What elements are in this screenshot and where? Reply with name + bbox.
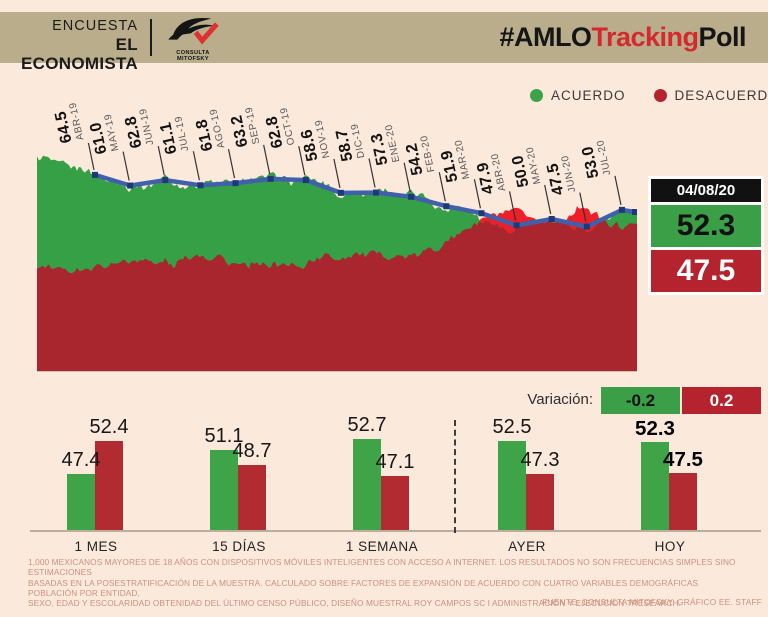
value-desacuerdo-HOY: 47.5 [663, 447, 703, 471]
label-connector [263, 144, 271, 174]
category-label-HOY: HOY [654, 539, 686, 554]
value-desacuerdo-1 MES: 52.4 [89, 416, 129, 439]
legend-item-acuerdo: ACUERDO [530, 88, 626, 103]
value-acuerdo-15 DÍAS: 51.1 [204, 424, 244, 447]
tracking-area-chart [37, 140, 638, 371]
line-marker [197, 182, 204, 189]
mitofsky-bird-icon [163, 17, 223, 51]
line-marker [443, 203, 450, 210]
variation-label: Variación: [527, 391, 593, 408]
legend-item-desacuerdo: DESACUERDO [653, 88, 768, 103]
line-marker [162, 177, 169, 184]
label-connector [157, 145, 165, 176]
label-connector [227, 149, 236, 179]
header-band: ENCUESTA EL ECONOMISTA CONSULTA MITOFSKY… [0, 12, 768, 73]
value-acuerdo-1 SEMANA: 52.7 [347, 414, 387, 437]
variation-desacuerdo: 0.2 [682, 387, 761, 414]
bar-desacuerdo-15 DÍAS [238, 465, 266, 531]
line-marker [408, 193, 415, 200]
desacuerdo-dot-icon [653, 89, 667, 102]
bar-acuerdo-AYER [498, 440, 526, 531]
category-label-15 DÍAS: 15 DÍAS [212, 539, 266, 554]
el-economista-brand: ENCUESTA EL ECONOMISTA [14, 18, 138, 74]
area-chart-baseline [37, 371, 637, 372]
category-label-1 MES: 1 MES [74, 539, 118, 554]
current-acuerdo-value: 52.3 [651, 205, 761, 247]
bars-baseline [30, 530, 761, 532]
bar-acuerdo-1 MES [67, 473, 95, 531]
bar-acuerdo-1 SEMANA [353, 439, 381, 531]
variation-acuerdo: -0.2 [601, 387, 680, 414]
current-desacuerdo-value: 47.5 [651, 250, 761, 292]
label-connector [122, 151, 130, 181]
bar-desacuerdo-1 MES [95, 441, 123, 531]
methodology-footnote: 1,000 MEXICANOS MAYORES DE 18 AÑOS CON D… [28, 557, 736, 609]
hashtag-poll: Poll [698, 22, 746, 52]
line-marker [632, 209, 638, 216]
legend-acuerdo-label: ACUERDO [551, 88, 626, 103]
hashtag-prefix: #AMLO [499, 22, 592, 52]
line-marker [618, 206, 625, 213]
label-connector [544, 184, 552, 215]
line-marker [302, 177, 309, 184]
value-acuerdo-AYER: 52.5 [492, 415, 532, 438]
hashtag-tracking: Tracking [591, 22, 699, 52]
value-desacuerdo-1 SEMANA: 47.1 [375, 450, 415, 473]
line-marker [583, 223, 590, 230]
brand-divider [150, 19, 152, 56]
line-marker [548, 216, 555, 222]
desacuerdo-area [37, 219, 637, 371]
mitofsky-caption: CONSULTA MITOFSKY [176, 50, 210, 62]
category-label-AYER: AYER [508, 539, 546, 554]
line-marker [337, 189, 344, 196]
label-connector [438, 172, 446, 202]
bar-desacuerdo-HOY [669, 472, 697, 531]
legend-desacuerdo-label: DESACUERDO [674, 88, 768, 103]
mitofsky-logo: CONSULTA MITOFSKY [160, 14, 226, 62]
line-marker [373, 189, 380, 196]
bar-desacuerdo-AYER [526, 474, 554, 531]
line-marker [513, 222, 520, 229]
category-label-1 SEMANA: 1 SEMANA [345, 539, 419, 554]
label-connector [473, 179, 482, 209]
label-connector [368, 158, 376, 188]
line-marker [267, 175, 274, 182]
label-connector [614, 175, 622, 206]
value-acuerdo-1 MES: 47.4 [61, 448, 101, 471]
current-date: 04/08/20 [651, 179, 761, 202]
acuerdo-dot-icon [530, 89, 543, 102]
line-marker [92, 171, 98, 178]
value-desacuerdo-15 DÍAS: 48.7 [232, 440, 272, 463]
value-desacuerdo-AYER: 47.3 [520, 449, 560, 472]
source-credit: FUENTE: CONSULTA MITOFSKY. GRÁFICO EE. S… [542, 597, 762, 607]
bar-acuerdo-HOY [641, 441, 669, 531]
line-marker [478, 210, 485, 217]
brand-encuesta: ENCUESTA [52, 18, 138, 34]
bar-acuerdo-15 DÍAS [210, 449, 238, 531]
label-connector [298, 145, 306, 176]
chart-legend: ACUERDO DESACUERDO [530, 88, 768, 103]
label-connector [403, 162, 411, 192]
line-marker [232, 180, 239, 187]
bars-dashed-divider [454, 420, 456, 533]
current-value-box: 04/08/20 52.3 47.5 [648, 176, 764, 295]
line-marker [127, 182, 134, 189]
label-connector [192, 151, 200, 181]
bar-desacuerdo-1 SEMANA [381, 475, 409, 531]
label-connector [579, 192, 587, 222]
hashtag-title: #AMLOTrackingPoll [499, 22, 746, 53]
brand-el-economista: EL ECONOMISTA [21, 34, 138, 74]
label-connector [333, 158, 341, 188]
label-connector [87, 140, 95, 171]
area-chart-svg [37, 140, 638, 371]
label-connector [508, 191, 517, 221]
value-acuerdo-HOY: 52.3 [635, 416, 675, 440]
